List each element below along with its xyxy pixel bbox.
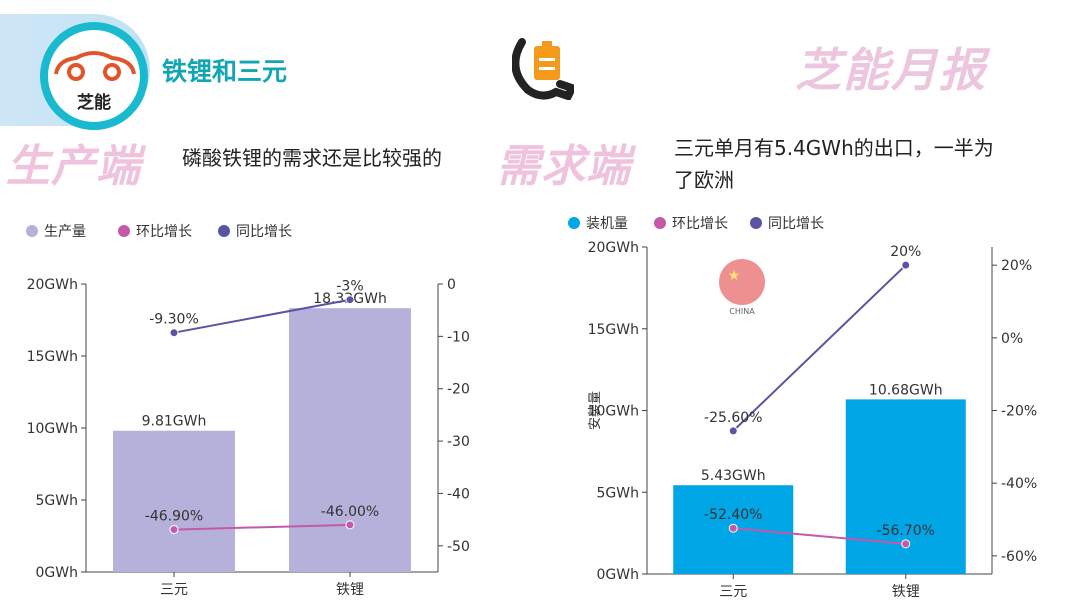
flag-star-icon: ★ [728, 268, 741, 284]
left-legend-marker [218, 225, 230, 237]
right-legend-marker [654, 217, 666, 229]
right-bar-label: 5.43GWh [701, 468, 766, 484]
left-y2tick-label: -30 [447, 434, 470, 450]
page-title: 铁锂和三元 [162, 57, 288, 86]
right-ylabel: 安装量 [588, 391, 603, 430]
right-line-point [901, 260, 911, 270]
left-xtick-label: 铁锂 [336, 582, 364, 598]
left-xtick-label: 三元 [160, 582, 188, 598]
right-legend-label: 同比增长 [768, 216, 824, 232]
left-legend-marker [118, 225, 130, 237]
left-line-point [345, 295, 355, 305]
left-ytick-label: 15GWh [27, 349, 78, 365]
left-line-label: -9.30% [149, 312, 199, 328]
logo-text: 芝能 [77, 93, 111, 113]
right-section-label: 需求端 [496, 141, 631, 192]
left-bar [113, 430, 235, 572]
right-ytick-label: 5GWh [597, 485, 639, 501]
installation-chart: 装机量 环比增长 同比增长 0GWh 5GWh 10GWh 15GWh 20GWh 20% 0% -… [568, 216, 1037, 600]
left-ytick-label: 0GWh [36, 565, 78, 581]
china-flag-icon [719, 259, 765, 305]
left-line-yoy [173, 298, 351, 334]
right-section-text-line2: 了欧洲 [674, 168, 734, 192]
flag-label: CHINA [729, 307, 755, 316]
logo: 芝能 [40, 22, 148, 130]
left-legend-marker [26, 225, 38, 237]
right-section-text-line1: 三元单月有5.4GWh的出口，一半为 [674, 136, 994, 160]
left-bar [289, 308, 411, 572]
left-legend-label: 生产量 [44, 224, 86, 240]
left-y2tick-label: -50 [447, 539, 470, 555]
left-ytick-label: 10GWh [27, 421, 78, 437]
right-line-yoy [732, 264, 907, 432]
left-bar-label: 9.81GWh [142, 414, 207, 430]
right-legend-marker [568, 217, 580, 229]
right-ytick-label: 20GWh [588, 240, 639, 256]
left-y2tick-label: -40 [447, 486, 470, 502]
right-y2tick-label: 20% [1001, 258, 1032, 274]
right-xtick-label: 铁锂 [892, 584, 920, 600]
battery-wrench-icon [512, 38, 574, 100]
right-bar-label: 10.68GWh [869, 382, 943, 398]
right-ytick-label: 10GWh [588, 404, 639, 420]
right-legend-label: 装机量 [586, 216, 628, 232]
right-line-mom [733, 527, 906, 545]
left-line-point [169, 328, 179, 338]
left-ytick-label: 5GWh [36, 493, 78, 509]
right-line-point [728, 426, 738, 436]
right-y2tick-label: -40% [1001, 476, 1037, 492]
left-section-label: 生产端 [6, 141, 141, 192]
brand-title: 芝能月报 [795, 43, 987, 97]
left-y2tick-label: -10 [447, 329, 470, 345]
right-line-label: -25.60% [704, 410, 762, 426]
right-section-text: 三元单月有5.4GWh的出口，一半为 了欧洲 [674, 132, 994, 196]
left-section-text: 磷酸铁锂的需求还是比较强的 [182, 146, 442, 170]
right-y2tick-label: 0% [1001, 331, 1023, 347]
left-line-label: -46.90% [145, 509, 203, 525]
left-y2tick-label: 0 [447, 277, 456, 293]
left-line-mom [173, 523, 351, 531]
left-line-label: -3% [336, 279, 363, 295]
right-ytick-label: 0GWh [597, 567, 639, 583]
left-y2tick-label: -20 [447, 382, 470, 398]
left-ytick-label: 20GWh [27, 277, 78, 293]
car-logo-icon [54, 51, 136, 81]
left-legend-label: 同比增长 [236, 224, 292, 240]
production-chart: 生产量 环比增长 同比增长 0GWh 5GWh 10GWh 15GWh 20GWh 0 -10 -2… [26, 224, 470, 598]
right-line-label: -56.70% [877, 523, 935, 539]
left-line-point [345, 520, 355, 530]
right-line-label: -52.40% [704, 507, 762, 523]
right-ytick-label: 15GWh [588, 322, 639, 338]
left-line-point [169, 525, 179, 535]
right-line-label: 20% [890, 244, 921, 260]
right-y2tick-label: -20% [1001, 404, 1037, 420]
right-line-point [728, 523, 738, 533]
right-y2tick-label: -60% [1001, 549, 1037, 565]
right-line-point [901, 539, 911, 549]
right-legend-label: 环比增长 [672, 216, 728, 232]
left-legend-label: 环比增长 [136, 224, 192, 240]
right-legend-marker [750, 217, 762, 229]
right-xtick-label: 三元 [719, 584, 747, 600]
left-line-label: -46.00% [321, 504, 379, 520]
